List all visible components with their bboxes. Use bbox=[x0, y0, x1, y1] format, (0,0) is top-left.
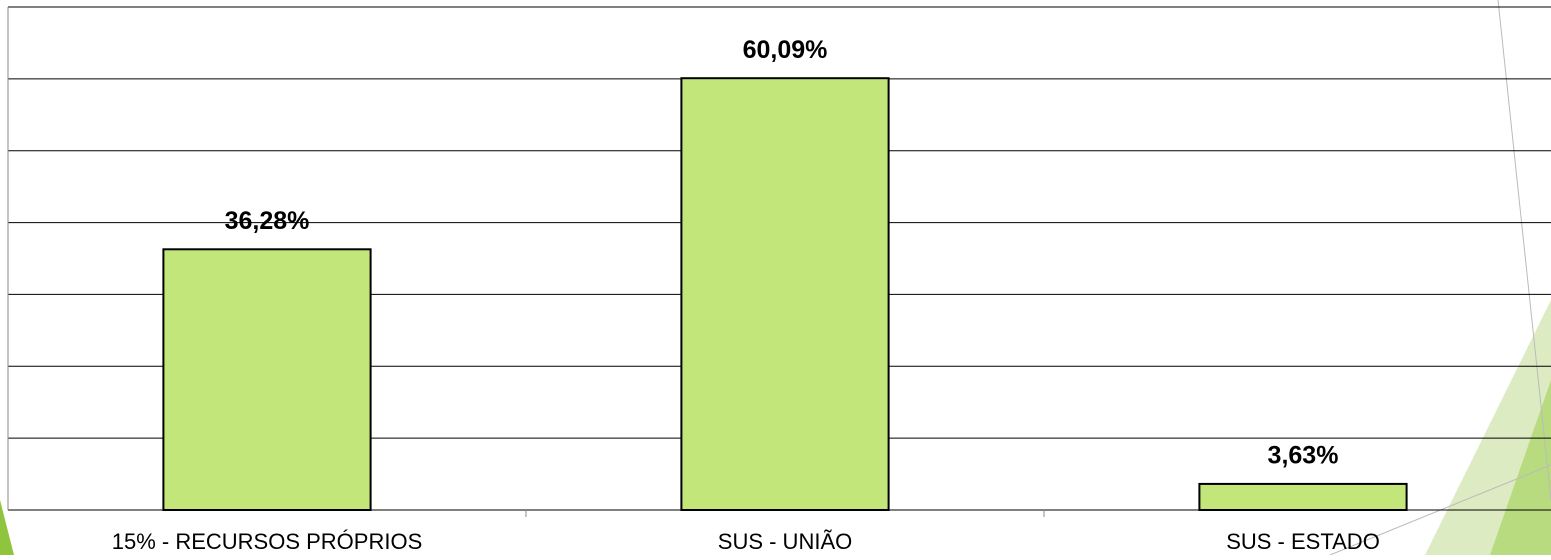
value-label: 3,63% bbox=[1268, 442, 1339, 470]
bar bbox=[680, 77, 890, 512]
x-tick-label: 15% - RECURSOS PRÓPRIOS bbox=[112, 529, 423, 554]
decoration bbox=[1490, 380, 1551, 555]
x-tick-label: SUS - UNIÃO bbox=[718, 529, 852, 554]
value-label: 36,28% bbox=[225, 207, 310, 235]
bar bbox=[1198, 482, 1408, 512]
decoration bbox=[1497, 0, 1551, 501]
bar bbox=[162, 248, 372, 512]
value-label: 60,09% bbox=[743, 36, 828, 64]
decoration bbox=[0, 500, 14, 555]
x-tick-label: SUS - ESTADO bbox=[1226, 529, 1380, 554]
plot-area: 36,28% 15% - RECURSOS PRÓPRIOS 60,09% SUS -… bbox=[7, 6, 1551, 554]
